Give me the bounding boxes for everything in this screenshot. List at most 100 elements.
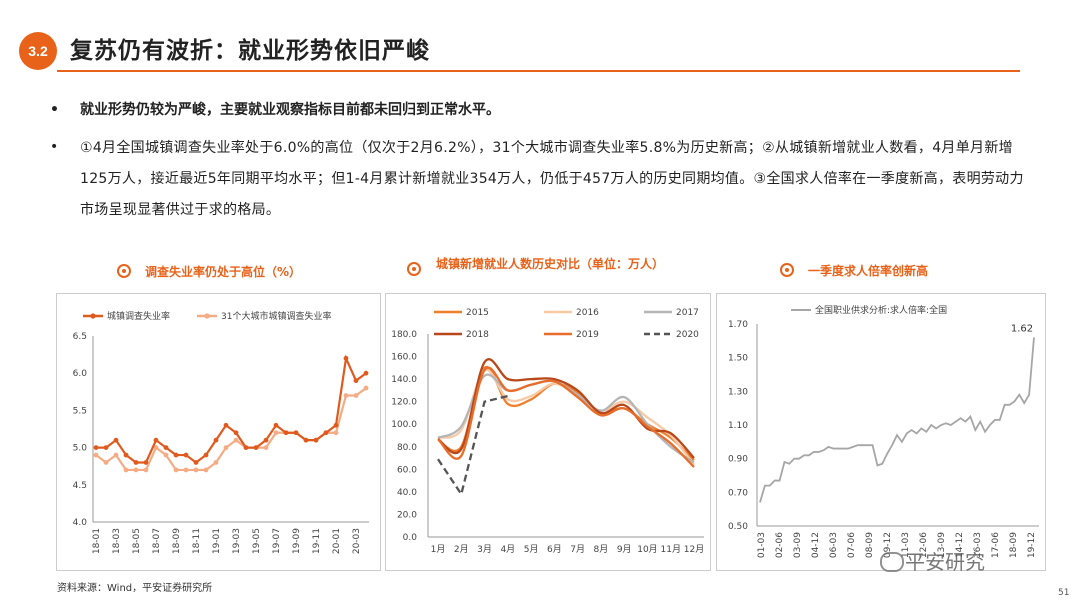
- x-tick-label: 9月: [617, 544, 632, 555]
- data-point: [123, 467, 129, 473]
- data-point: [203, 467, 209, 473]
- y-tick-label: 0.0: [403, 533, 418, 543]
- y-tick-label: 80.0: [397, 443, 417, 453]
- x-tick-label: 19-07: [272, 528, 282, 554]
- x-tick-label: 18-05: [132, 528, 142, 554]
- data-point: [153, 437, 159, 443]
- data-point: [303, 437, 309, 443]
- data-point: [193, 467, 199, 473]
- x-tick-label: 18-03: [112, 528, 122, 554]
- chart3-svg: 0.50 0.70 0.90 1.10 1.30 1.50 1.70 01-03 02-06 03…: [728, 304, 1039, 558]
- y-tick-label: 100.0: [391, 420, 417, 430]
- data-point: [253, 445, 259, 450]
- series-line-2015: [437, 365, 695, 462]
- y-tick-label: 1.10: [728, 421, 748, 431]
- data-point: [273, 430, 279, 436]
- chart1-svg: 4.0 4.5 5.0 5.5 6.0 6.5 18-01 18-03 18-05 18-07 18…: [73, 310, 369, 554]
- y-tick-label: 1.70: [728, 320, 748, 330]
- x-tick-label: 17-06: [991, 532, 1001, 558]
- x-tick-label: 18-09: [172, 528, 182, 554]
- data-point: [233, 430, 239, 436]
- x-tick-label: 04-12: [811, 532, 821, 558]
- chart2-frame: 0.0 20.0 40.0 60.0 80.0 100.0 120.0 140.0 160.0 1…: [385, 293, 711, 571]
- chart3-title: 一季度求人倍率创新高: [808, 264, 929, 278]
- data-point: [183, 467, 189, 473]
- bullet-dot: •: [50, 102, 59, 118]
- series-line-2020: [437, 394, 509, 497]
- series-line: [759, 337, 1035, 503]
- y-tick-label: 180.0: [391, 330, 417, 340]
- x-tick-label: 4月: [500, 544, 515, 555]
- x-tick-label: 06-03: [829, 532, 839, 558]
- x-tick-label: 6月: [547, 544, 562, 555]
- x-tick-label: 1月: [431, 544, 446, 555]
- data-point: [323, 430, 329, 436]
- data-point: [113, 437, 119, 443]
- y-tick-label: 4.5: [73, 481, 87, 491]
- x-tick-label: 19-01: [212, 528, 222, 554]
- legend-label: 2016: [576, 308, 599, 318]
- data-point: [183, 452, 189, 458]
- x-tick-label: 5月: [524, 544, 539, 555]
- data-point: [93, 452, 99, 458]
- chart1-title: 调查失业率仍处于高位（%）: [145, 265, 302, 279]
- y-tick-label: 0.50: [728, 522, 748, 532]
- x-tick-label: 13-09: [937, 532, 947, 558]
- series-line-城镇调查失业率: [96, 354, 367, 464]
- bullet-dot: •: [50, 139, 59, 155]
- data-point: [353, 393, 359, 398]
- data-point: [273, 422, 279, 428]
- x-tick-label: 18-01: [92, 528, 102, 554]
- x-tick-label: 08-09: [865, 532, 875, 558]
- data-point: [243, 445, 249, 450]
- x-tick-label: 3月: [477, 544, 492, 555]
- data-point: [163, 445, 169, 450]
- target-icon: [780, 263, 794, 277]
- x-tick-label: 03-09: [793, 532, 803, 558]
- data-point: [363, 385, 369, 391]
- x-tick-label: 12月: [684, 544, 704, 555]
- watermark: 平安研究: [905, 550, 985, 574]
- y-tick-label: 0.70: [728, 488, 748, 498]
- x-tick-label: 18-11: [192, 528, 202, 554]
- data-point: [353, 378, 359, 384]
- data-point: [313, 437, 319, 443]
- y-tick-label: 5.5: [73, 406, 87, 416]
- data-point: [103, 445, 109, 450]
- data-point: [343, 393, 349, 398]
- y-tick-label: 40.0: [397, 488, 417, 498]
- data-point: [133, 467, 139, 473]
- data-point: [223, 445, 229, 450]
- x-tick-label: 19-12: [1027, 532, 1037, 558]
- x-tick-label: 18-09: [1009, 532, 1019, 558]
- legend-marker: [90, 313, 96, 319]
- page-number: 51: [1058, 588, 1070, 598]
- data-point: [203, 452, 209, 458]
- y-tick-label: 0.90: [728, 455, 748, 465]
- legend-label: 全国职业供求分析:求人倍率:全国: [815, 304, 947, 316]
- section-number: 3.2: [28, 43, 48, 59]
- data-point: [363, 370, 369, 376]
- data-point: [233, 437, 239, 443]
- x-tick-label: 12-06: [919, 532, 929, 558]
- y-tick-label: 6.0: [73, 369, 88, 379]
- x-tick-label: 8月: [594, 544, 609, 555]
- x-tick-label: 11月: [661, 544, 681, 555]
- data-point: [173, 467, 179, 473]
- y-tick-label: 4.0: [73, 518, 88, 528]
- data-label: 1.62: [1011, 323, 1033, 334]
- x-tick-label: 10月: [637, 544, 657, 555]
- data-point: [173, 452, 179, 458]
- data-point: [223, 422, 229, 428]
- data-point: [333, 422, 339, 428]
- series-line-2019: [437, 366, 695, 468]
- y-tick-label: 60.0: [397, 465, 417, 475]
- data-point: [193, 460, 199, 465]
- data-point: [163, 452, 169, 458]
- data-point: [123, 452, 129, 458]
- data-point: [103, 460, 109, 465]
- x-tick-label: 09-12: [883, 532, 893, 558]
- data-point: [333, 430, 339, 436]
- chart2-svg: 0.0 20.0 40.0 60.0 80.0 100.0 120.0 140.0 160.0 1…: [391, 308, 704, 555]
- legend-marker: [204, 313, 210, 319]
